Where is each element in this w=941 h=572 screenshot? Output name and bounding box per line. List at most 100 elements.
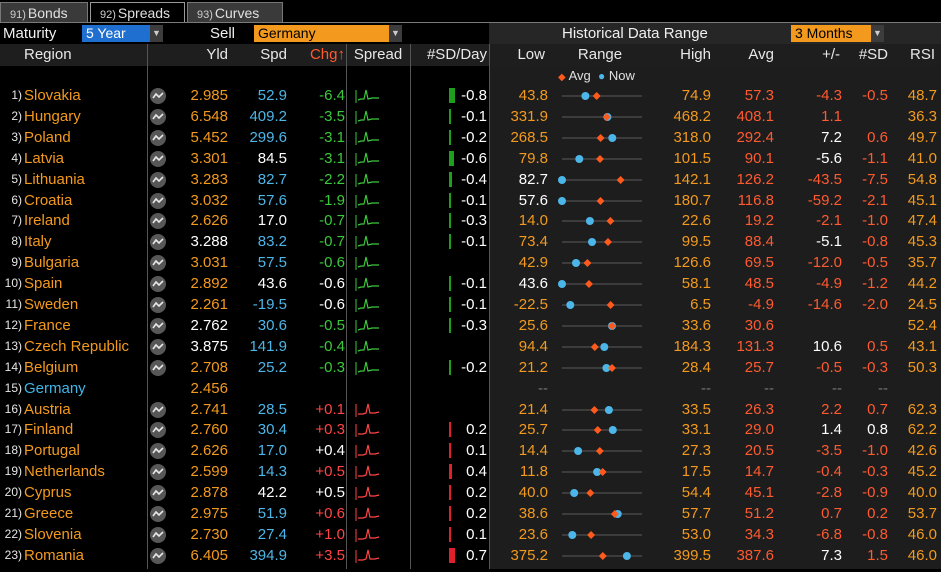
region-name[interactable]: Italy (24, 233, 52, 251)
spread-value: 409.2 (249, 107, 287, 125)
col-yld[interactable]: Yld (206, 46, 228, 63)
table-row[interactable]: 14) Belgium 2.708 25.2 -0.3 -0.2 21.2 28.4 25.7 -… (0, 357, 941, 378)
chart-icon[interactable] (150, 213, 166, 230)
region-name[interactable]: Netherlands (24, 463, 105, 481)
chart-icon[interactable] (150, 276, 166, 293)
chart-icon[interactable] (150, 464, 166, 481)
chart-icon[interactable] (150, 547, 166, 564)
table-row[interactable]: 21) Greece 2.975 51.9 +0.6 0.2 38.6 57.7 51.2 0.7… (0, 503, 941, 524)
chart-icon[interactable] (150, 234, 166, 251)
table-row[interactable]: 6) Croatia 3.032 57.6 -1.9 -0.1 57.6 180.7 116.8… (0, 190, 941, 211)
region-name[interactable]: Austria (24, 400, 71, 418)
maturity-select[interactable]: 5 Year (82, 25, 150, 42)
col-plus-minus[interactable]: +/- (822, 46, 840, 63)
chevron-down-icon[interactable]: ▼ (150, 25, 163, 42)
col-spread[interactable]: Spread (353, 46, 403, 63)
chart-icon[interactable] (150, 506, 166, 522)
table-row[interactable]: 17) Finland 2.760 30.4 +0.3 0.2 25.7 33.1 29.0 1.… (0, 419, 941, 440)
table-row[interactable]: 9) Bulgaria 3.031 57.5 -0.6 42.9 126.6 69.5 -12.… (0, 252, 941, 273)
tab-spreads[interactable]: 92) Spreads (90, 2, 185, 22)
table-row[interactable]: 4) Latvia 3.301 84.5 -3.1 -0.6 79.8 101.5 90.1 -5… (0, 148, 941, 169)
chart-icon[interactable] (150, 88, 166, 104)
region-name[interactable]: Belgium (24, 358, 79, 376)
region-name[interactable]: Latvia (24, 149, 65, 167)
region-name[interactable]: Romania (24, 546, 85, 564)
table-row[interactable]: 10) Spain 2.892 43.6 -0.6 -0.1 43.6 58.1 48.5 -4.… (0, 273, 941, 294)
chevron-down-icon[interactable]: ▼ (389, 25, 402, 42)
chart-icon[interactable] (150, 150, 166, 167)
chart-icon[interactable] (150, 422, 166, 439)
chart-icon[interactable] (150, 297, 166, 313)
table-row[interactable]: 5) Lithuania 3.283 82.7 -2.2 -0.4 82.7 142.1 126… (0, 169, 941, 190)
chart-icon[interactable] (150, 443, 166, 460)
chevron-down-icon[interactable]: ▼ (871, 25, 884, 42)
region-name[interactable]: Slovenia (24, 525, 82, 543)
avg-value: 126.2 (736, 170, 774, 188)
chart-icon[interactable] (150, 338, 166, 355)
table-row[interactable]: 8) Italy 3.288 83.2 -0.7 -0.1 73.4 99.5 88.4 -5.1… (0, 231, 941, 252)
col-spd[interactable]: Spd (260, 46, 287, 63)
region-name[interactable]: Bulgaria (24, 254, 80, 272)
col-low[interactable]: Low (517, 46, 545, 63)
table-row[interactable]: 19) Netherlands 2.599 14.3 +0.5 0.4 11.8 17.5 14… (0, 461, 941, 482)
rsi-value: 43.1 (907, 337, 937, 355)
region-name[interactable]: Croatia (24, 191, 73, 209)
table-row[interactable]: 11) Sweden 2.261 -19.5 -0.6 -0.1 -22.5 6.5 -4.9 -… (0, 294, 941, 315)
region-name[interactable]: Ireland (24, 212, 70, 230)
sd-day-bar (449, 88, 455, 103)
col-range[interactable]: Range (577, 46, 623, 63)
region-name[interactable]: Slovakia (24, 87, 81, 104)
col-chg-sorted[interactable]: Chg↑ (309, 46, 345, 63)
table-row[interactable]: 15) Germany 2.456 -- -- -- -- -- (0, 378, 941, 399)
spread-value: 30.4 (257, 421, 287, 439)
region-name[interactable]: Hungary (24, 107, 81, 125)
plus-minus-value: 2.2 (821, 400, 842, 418)
tab-bonds[interactable]: 91) Bonds (0, 2, 88, 22)
table-row[interactable]: 23) Romania 6.405 394.9 +3.5 0.7 375.2 399.5 387… (0, 545, 941, 566)
region-name[interactable]: Spain (24, 275, 63, 293)
chart-icon[interactable] (150, 192, 166, 209)
table-row[interactable]: 12) France 2.762 30.6 -0.5 -0.3 25.6 33.6 30.6 52… (0, 315, 941, 336)
table-row[interactable]: 16) Austria 2.741 28.5 +0.1 21.4 33.5 26.3 2.2 0.… (0, 399, 941, 420)
table-row[interactable]: 3) Poland 5.452 299.6 -3.1 -0.2 268.5 318.0 292.… (0, 127, 941, 148)
table-row[interactable]: 2) Hungary 6.548 409.2 -3.5 -0.1 331.9 468.2 408… (0, 106, 941, 127)
region-name[interactable]: Portugal (24, 442, 80, 460)
chart-icon[interactable] (150, 401, 166, 418)
table-row[interactable]: 13) Czech Republic 3.875 141.9 -0.4 94.4 184.3… (0, 336, 941, 357)
yield-value: 2.741 (190, 400, 228, 418)
col-high[interactable]: High (680, 46, 711, 63)
region-name[interactable]: Czech Republic (24, 337, 130, 355)
chart-icon[interactable] (150, 108, 166, 125)
table-row[interactable]: 20) Cyprus 2.878 42.2 +0.5 0.2 40.0 54.4 45.1 -2.… (0, 482, 941, 503)
region-name[interactable]: Germany (24, 379, 86, 397)
region-name[interactable]: Lithuania (24, 170, 85, 188)
chart-icon[interactable] (150, 485, 166, 502)
region-name[interactable]: Finland (24, 421, 74, 439)
chart-icon[interactable] (150, 255, 166, 272)
region-name[interactable]: Greece (24, 505, 74, 522)
col-num-sd[interactable]: #SD (858, 46, 888, 63)
table-row[interactable]: 22) Slovenia 2.730 27.4 +1.0 0.1 23.6 53.0 34.3 -… (0, 524, 941, 545)
historical-range-select[interactable]: 3 Months (791, 25, 871, 42)
region-name[interactable]: Cyprus (24, 484, 72, 502)
avg-value: 29.0 (744, 421, 774, 439)
col-sd-day[interactable]: #SD/Day (426, 46, 487, 63)
region-name[interactable]: Sweden (24, 296, 79, 313)
chart-icon[interactable] (150, 526, 166, 543)
tab-curves[interactable]: 93) Curves (187, 2, 283, 22)
region-name[interactable]: France (24, 316, 71, 334)
benchmark-country-select[interactable]: Germany (254, 25, 389, 42)
table-row[interactable]: 7) Ireland 2.626 17.0 -0.7 -0.3 14.0 22.6 19.2 -2… (0, 210, 941, 231)
col-avg[interactable]: Avg (748, 46, 774, 63)
table-row[interactable]: 1) Slovakia 2.985 52.9 -6.4 -0.8 43.8 74.9 57.3 -… (0, 85, 941, 106)
region-name[interactable]: Poland (24, 128, 71, 146)
col-rsi[interactable]: RSI (909, 46, 935, 63)
chart-icon[interactable] (150, 129, 166, 146)
col-region[interactable]: Region (24, 46, 72, 63)
table-row[interactable]: 18) Portugal 2.626 17.0 +0.4 0.1 14.4 27.3 20.5 -… (0, 440, 941, 461)
range-marker (552, 461, 652, 482)
low-value: 73.4 (518, 233, 548, 251)
chart-icon[interactable] (150, 317, 166, 334)
chart-icon[interactable] (150, 171, 166, 188)
chart-icon[interactable] (150, 359, 166, 376)
